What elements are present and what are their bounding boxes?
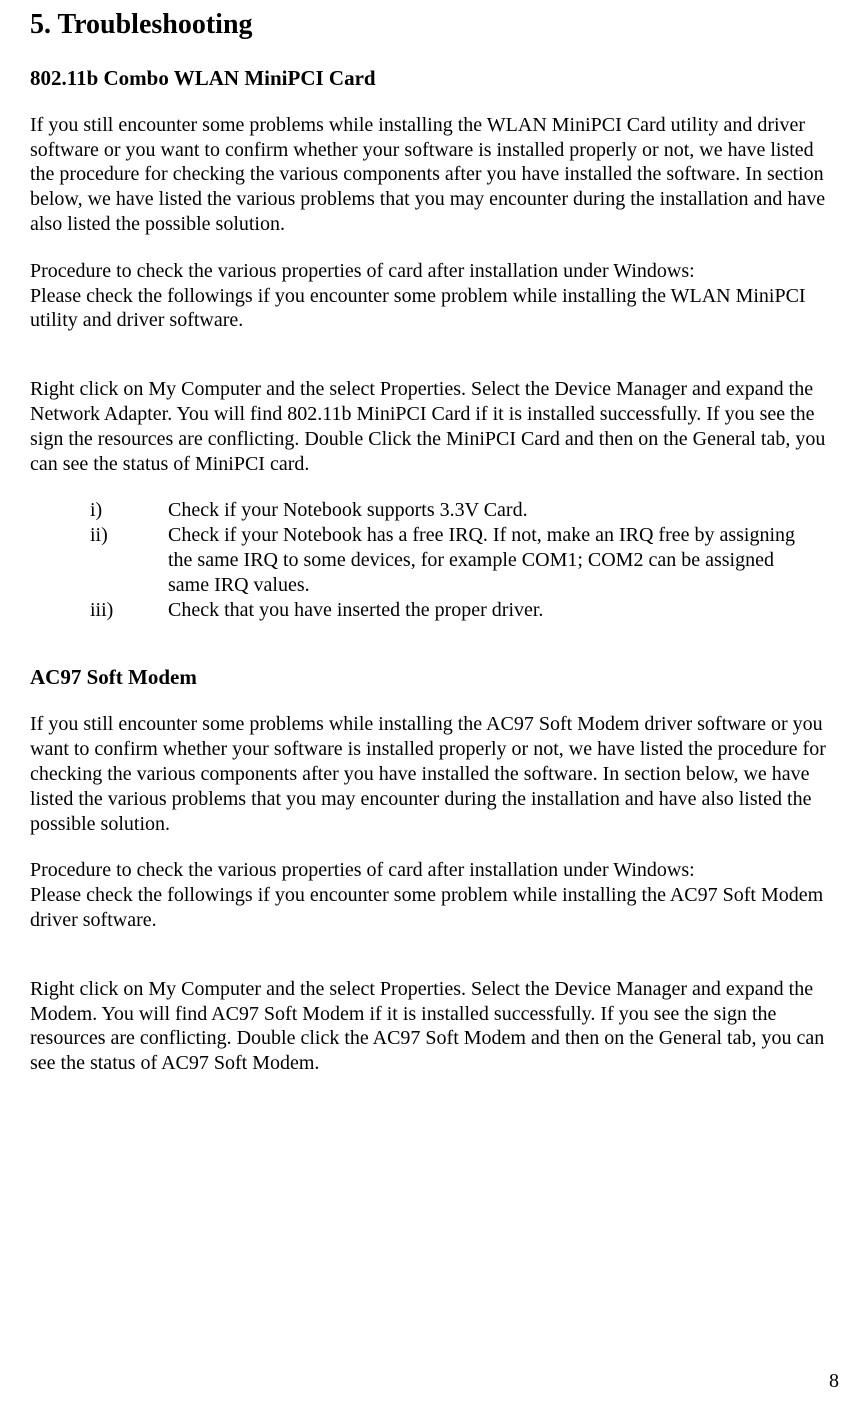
page-number: 8: [829, 1369, 839, 1394]
spacer: [30, 355, 831, 377]
section1-heading: 802.11b Combo WLAN MiniPCI Card: [30, 65, 831, 91]
section2-para2-line2: Please check the followings if you encou…: [30, 883, 831, 933]
section2-para1: If you still encounter some problems whi…: [30, 712, 831, 836]
section2-heading: AC97 Soft Modem: [30, 664, 831, 690]
section1-para2-line1: Procedure to check the various propertie…: [30, 259, 831, 284]
section1-para2-line2: Please check the followings if you encou…: [30, 284, 831, 334]
section2-para3: Right click on My Computer and the selec…: [30, 977, 831, 1076]
list-item: i) Check if your Notebook supports 3.3V …: [90, 498, 801, 523]
list-marker: ii): [90, 523, 168, 597]
list-text: Check if your Notebook supports 3.3V Car…: [168, 498, 801, 523]
chapter-heading: 5. Troubleshooting: [30, 8, 831, 43]
list-text: Check if your Notebook has a free IRQ. I…: [168, 523, 801, 597]
list-marker: iii): [90, 598, 168, 623]
spacer: [30, 955, 831, 977]
list-text: Check that you have inserted the proper …: [168, 598, 801, 623]
spacer: [30, 622, 831, 664]
section2-para2-line1: Procedure to check the various propertie…: [30, 858, 831, 883]
section1-para1: If you still encounter some problems whi…: [30, 113, 831, 237]
section1-para3: Right click on My Computer and the selec…: [30, 377, 831, 476]
document-page: 5. Troubleshooting 802.11b Combo WLAN Mi…: [0, 0, 861, 1412]
list-marker: i): [90, 498, 168, 523]
section1-list: i) Check if your Notebook supports 3.3V …: [90, 498, 801, 622]
list-item: iii) Check that you have inserted the pr…: [90, 598, 801, 623]
list-item: ii) Check if your Notebook has a free IR…: [90, 523, 801, 597]
